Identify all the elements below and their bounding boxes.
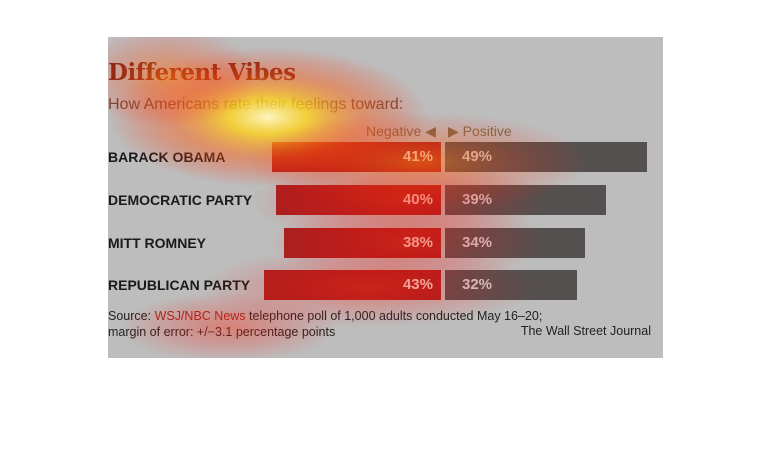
positive-value-label: 32% xyxy=(462,276,493,293)
negative-value-label: 38% xyxy=(402,234,433,251)
chart-panel: Different Vibes How Americans rate their… xyxy=(108,37,663,358)
category-label: MITT ROMNEY xyxy=(108,235,206,251)
source-note: Source: WSJ/NBC News telephone poll of 1… xyxy=(108,308,542,340)
category-label: DEMOCRATIC PARTY xyxy=(108,192,253,208)
source-line1: telephone poll of 1,000 adults conducted… xyxy=(245,309,543,323)
negative-value-label: 43% xyxy=(402,276,433,293)
negative-value-label: 41% xyxy=(402,148,433,165)
positive-value-label: 34% xyxy=(462,234,493,251)
source-line2: margin of error: +/−3.1 percentage point… xyxy=(108,325,336,339)
legend-negative: Negative ◀ xyxy=(366,123,436,139)
chart-title: Different Vibes xyxy=(108,59,296,86)
chart-subtitle: How Americans rate their feelings toward… xyxy=(108,96,404,113)
negative-value-label: 40% xyxy=(402,191,433,208)
source-highlight: WSJ/NBC News xyxy=(154,309,246,323)
legend-positive: ▶ Positive xyxy=(448,123,512,139)
category-label: BARACK OBAMA xyxy=(108,149,226,165)
positive-value-label: 39% xyxy=(462,191,493,208)
source-prefix: Source: xyxy=(108,309,155,323)
credit-line: The Wall Street Journal xyxy=(520,324,651,338)
positive-value-label: 49% xyxy=(462,148,493,165)
category-label: REPUBLICAN PARTY xyxy=(108,277,251,293)
